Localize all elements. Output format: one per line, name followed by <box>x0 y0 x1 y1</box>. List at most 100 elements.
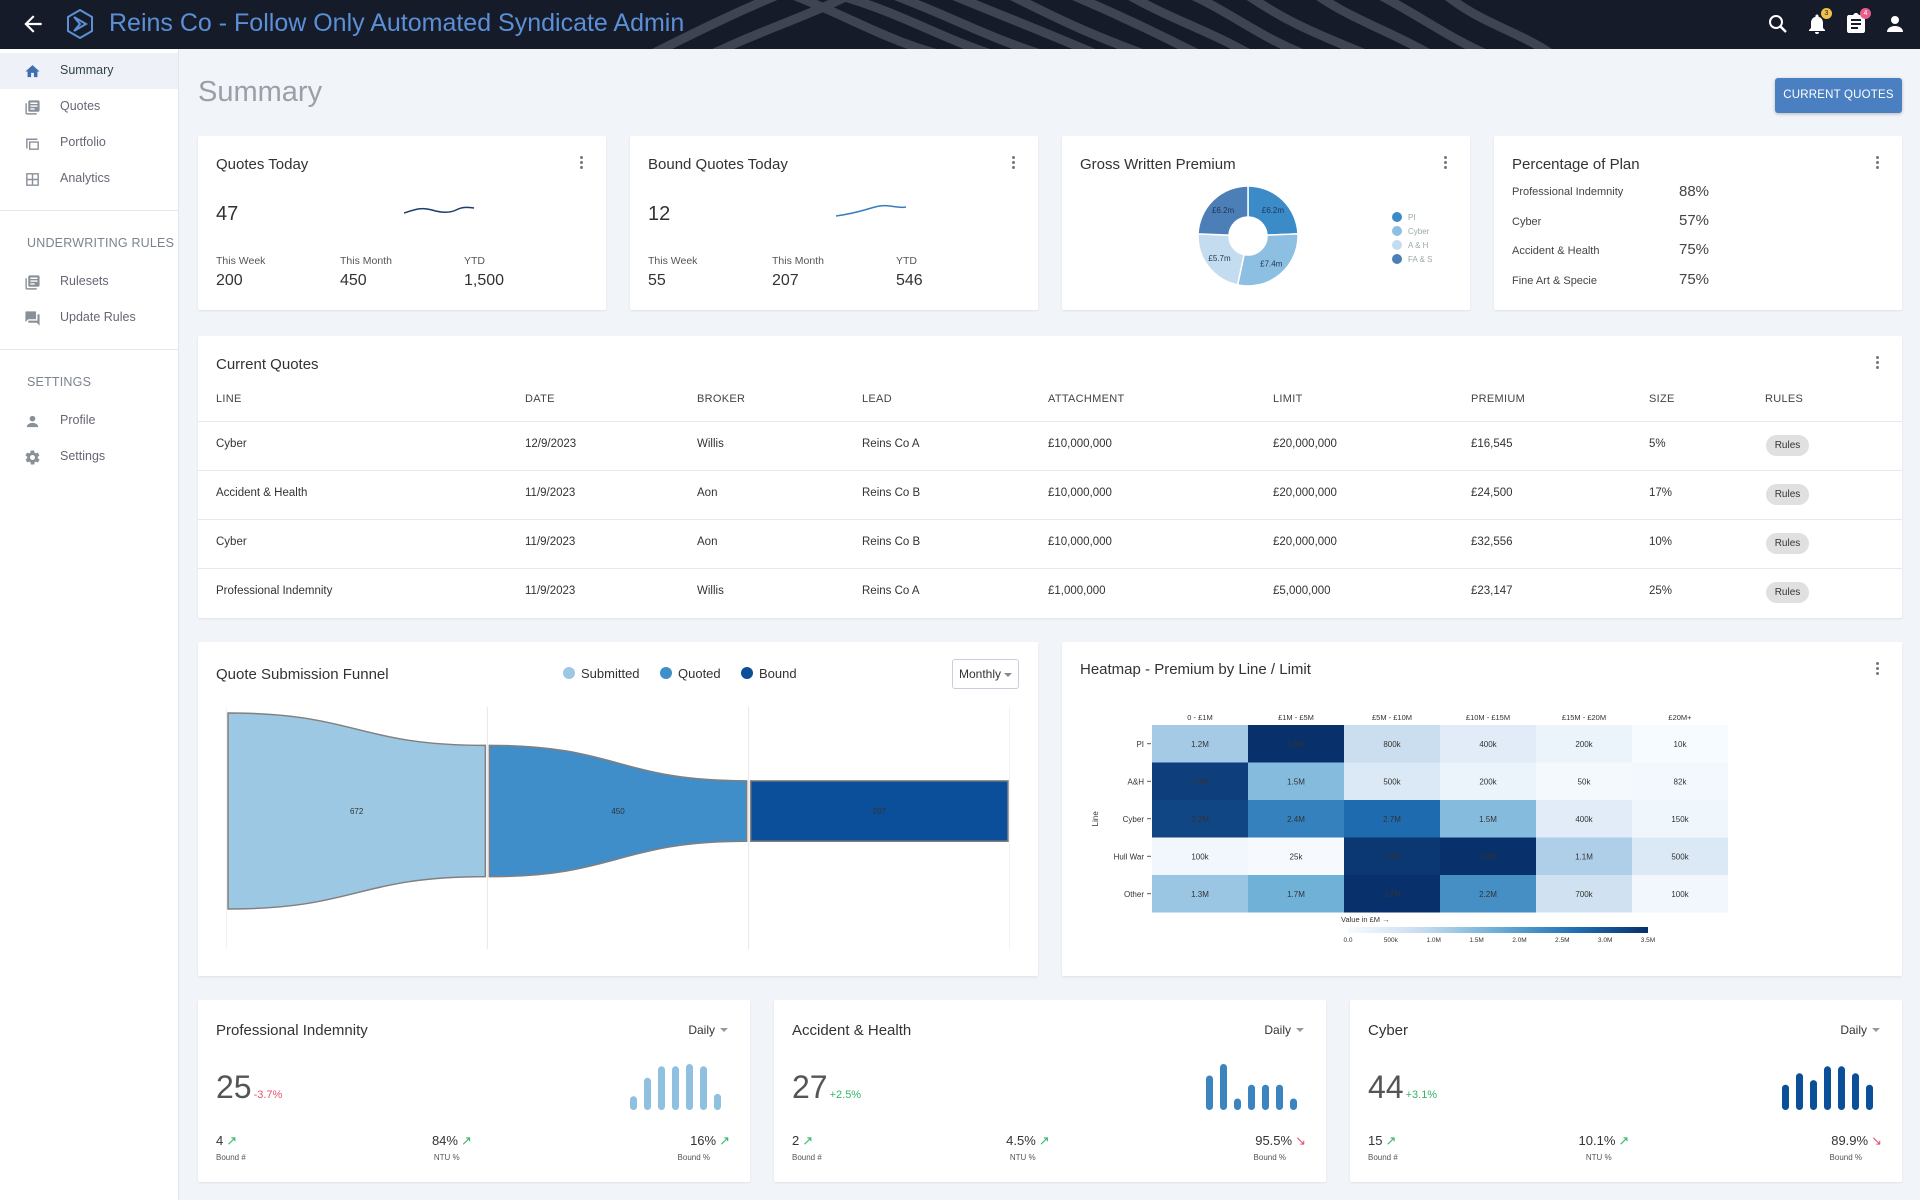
heatmap-cell[interactable] <box>1152 837 1248 876</box>
heatmap-cell[interactable] <box>1152 800 1248 838</box>
column-header[interactable]: PREMIUM <box>1471 393 1526 405</box>
table-cell: Cyber <box>216 536 247 548</box>
heatmap-cell[interactable] <box>1632 875 1728 913</box>
rules-chip[interactable]: Rules <box>1766 582 1809 603</box>
legend-item[interactable]: A & H <box>1392 240 1432 254</box>
heatmap-cell[interactable] <box>1536 762 1632 801</box>
more-vert-icon[interactable] <box>1876 662 1880 676</box>
more-vert-icon[interactable] <box>580 156 584 170</box>
heatmap-cell[interactable] <box>1632 725 1728 763</box>
heatmap-cell-label: 1.5M <box>1287 777 1305 786</box>
heatmap-cell[interactable] <box>1632 837 1728 876</box>
legend-item[interactable]: Cyber <box>1392 226 1432 240</box>
plan-value: 57% <box>1679 212 1710 229</box>
column-header[interactable]: RULES <box>1765 393 1804 405</box>
more-vert-icon[interactable] <box>1012 156 1016 170</box>
bar <box>1782 1084 1789 1110</box>
more-vert-icon[interactable] <box>1876 356 1880 370</box>
bell-icon[interactable] <box>1805 12 1829 36</box>
legend-item[interactable]: FA & S <box>1392 254 1432 268</box>
heatmap-cell[interactable] <box>1440 725 1536 763</box>
table-cell: £5,000,000 <box>1273 585 1331 597</box>
pie-slice[interactable] <box>1236 233 1299 287</box>
table-cell: £24,500 <box>1471 487 1513 499</box>
rules-chip[interactable]: Rules <box>1766 533 1809 554</box>
legend-item[interactable]: Quoted <box>660 666 721 681</box>
heatmap-cell[interactable] <box>1440 762 1536 801</box>
heatmap-cell[interactable] <box>1536 725 1632 763</box>
clipboard-icon[interactable] <box>1844 12 1868 36</box>
period-select[interactable]: Daily <box>688 1023 728 1037</box>
sidebar-item-update-rules[interactable]: Update Rules <box>0 300 178 336</box>
pie-slice[interactable] <box>1197 185 1249 236</box>
sidebar-item-portfolio[interactable]: Portfolio <box>0 125 178 161</box>
sidebar-item-profile[interactable]: Profile <box>0 403 178 439</box>
bar <box>1290 1098 1297 1110</box>
table-cell: £20,000,000 <box>1273 536 1337 548</box>
arrow-up-right-icon: ↗ <box>226 1133 238 1148</box>
legend-item[interactable]: PI <box>1392 212 1432 226</box>
heatmap-cell[interactable] <box>1248 725 1344 763</box>
column-header[interactable]: LEAD <box>862 393 892 405</box>
legend-item[interactable]: Bound <box>741 666 797 681</box>
heatmap-cell[interactable] <box>1248 875 1344 913</box>
column-header[interactable]: LINE <box>216 393 242 405</box>
heatmap-cell[interactable] <box>1536 875 1632 913</box>
period-select[interactable]: Daily <box>1264 1023 1304 1037</box>
back-arrow-icon[interactable] <box>20 11 46 37</box>
more-vert-icon[interactable] <box>1444 156 1448 170</box>
heatmap-cell[interactable] <box>1152 762 1248 801</box>
this-week-stat: This Week 200 <box>216 255 266 289</box>
sidebar-item-summary[interactable]: Summary <box>0 53 178 89</box>
rules-chip[interactable]: Rules <box>1766 435 1809 456</box>
sidebar-item-settings[interactable]: Settings <box>0 439 178 475</box>
heatmap-cell[interactable] <box>1344 875 1440 913</box>
column-header[interactable]: ATTACHMENT <box>1048 393 1125 405</box>
heatmap-cell[interactable] <box>1344 837 1440 876</box>
heatmap-cell[interactable] <box>1440 875 1536 913</box>
line-value: 44 +3.1% <box>1368 1069 1437 1106</box>
stat-label: Bound % <box>1253 1153 1286 1162</box>
heatmap-cell[interactable] <box>1440 800 1536 838</box>
list-icon <box>25 275 40 290</box>
heatmap-cell[interactable] <box>1344 800 1440 838</box>
rules-chip[interactable]: Rules <box>1766 484 1809 505</box>
search-icon[interactable] <box>1766 12 1790 36</box>
app-title: Reins Co - Follow Only Automated Syndica… <box>109 9 685 37</box>
column-header[interactable]: DATE <box>525 393 555 405</box>
column-header[interactable]: LIMIT <box>1273 393 1303 405</box>
funnel-segment[interactable] <box>227 712 487 910</box>
heatmap-cell[interactable] <box>1536 800 1632 838</box>
account-icon[interactable] <box>1883 12 1907 36</box>
sidebar-item-label: Profile <box>60 413 96 427</box>
heatmap-cell[interactable] <box>1632 762 1728 801</box>
heatmap-cell[interactable] <box>1632 800 1728 838</box>
more-vert-icon[interactable] <box>1876 156 1880 170</box>
heatmap-cell[interactable] <box>1248 762 1344 801</box>
heatmap-cell[interactable] <box>1248 837 1344 876</box>
x-tick-label: £5M - £10M <box>1372 713 1412 722</box>
heatmap-cell[interactable] <box>1344 725 1440 763</box>
heatmap-cell[interactable] <box>1344 762 1440 801</box>
column-header[interactable]: SIZE <box>1649 393 1675 405</box>
chat-icon <box>25 311 40 326</box>
pie-slice[interactable] <box>1247 185 1299 236</box>
heatmap-cell[interactable] <box>1536 837 1632 876</box>
heatmap-card: Heatmap - Premium by Line / Limit 0 - £1… <box>1062 642 1902 976</box>
period-select[interactable]: Monthly <box>952 659 1019 689</box>
legend-item[interactable]: Submitted <box>563 666 640 681</box>
heatmap-cell[interactable] <box>1152 725 1248 763</box>
card-title: Accident & Health <box>792 1022 912 1039</box>
heatmap-cell[interactable] <box>1248 800 1344 838</box>
sidebar-item-analytics[interactable]: Analytics <box>0 161 178 197</box>
sidebar-item-rulesets[interactable]: Rulesets <box>0 264 178 300</box>
heatmap-cell[interactable] <box>1152 875 1248 913</box>
funnel-segment[interactable] <box>749 780 1009 842</box>
column-header[interactable]: BROKER <box>697 393 746 405</box>
funnel-segment[interactable] <box>488 744 748 878</box>
current-quotes-button[interactable]: CURRENT QUOTES <box>1775 78 1902 113</box>
period-select[interactable]: Daily <box>1840 1023 1880 1037</box>
heatmap-cell-label: 800k <box>1383 740 1401 749</box>
sidebar-item-quotes[interactable]: Quotes <box>0 89 178 125</box>
heatmap-cell[interactable] <box>1440 837 1536 876</box>
